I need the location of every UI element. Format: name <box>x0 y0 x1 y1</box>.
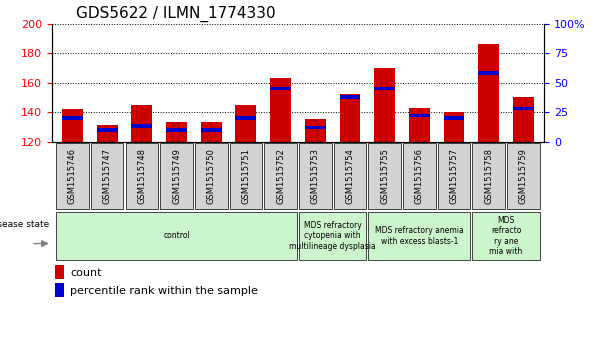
Text: GSM1515751: GSM1515751 <box>241 148 250 204</box>
Text: count: count <box>70 268 102 278</box>
Text: GSM1515758: GSM1515758 <box>484 148 493 204</box>
FancyBboxPatch shape <box>438 143 470 209</box>
FancyBboxPatch shape <box>403 143 435 209</box>
Text: MDS
refracto
ry ane
mia with: MDS refracto ry ane mia with <box>489 216 523 256</box>
Bar <box>62 109 83 142</box>
FancyBboxPatch shape <box>472 212 540 260</box>
FancyBboxPatch shape <box>368 143 401 209</box>
Bar <box>374 68 395 142</box>
Bar <box>166 128 187 132</box>
Bar <box>235 105 257 142</box>
Bar <box>97 128 117 132</box>
Bar <box>478 71 499 75</box>
Bar <box>62 116 83 120</box>
Bar <box>513 107 534 110</box>
FancyBboxPatch shape <box>91 143 123 209</box>
FancyBboxPatch shape <box>264 143 297 209</box>
FancyBboxPatch shape <box>299 212 366 260</box>
Bar <box>513 97 534 142</box>
Bar <box>374 87 395 90</box>
Text: percentile rank within the sample: percentile rank within the sample <box>70 286 258 295</box>
Bar <box>339 94 361 142</box>
Text: disease state: disease state <box>0 220 49 229</box>
Text: GDS5622 / ILMN_1774330: GDS5622 / ILMN_1774330 <box>77 6 276 22</box>
Bar <box>131 105 152 142</box>
Bar <box>55 283 64 297</box>
Bar <box>444 112 465 142</box>
FancyBboxPatch shape <box>56 212 297 260</box>
Bar <box>201 128 222 132</box>
FancyBboxPatch shape <box>125 143 158 209</box>
Bar <box>235 116 257 120</box>
Text: GSM1515752: GSM1515752 <box>276 148 285 204</box>
Text: GSM1515749: GSM1515749 <box>172 148 181 204</box>
Text: GSM1515750: GSM1515750 <box>207 148 216 204</box>
FancyBboxPatch shape <box>161 143 193 209</box>
FancyBboxPatch shape <box>507 143 540 209</box>
Text: MDS refractory anemia
with excess blasts-1: MDS refractory anemia with excess blasts… <box>375 226 464 246</box>
Text: GSM1515747: GSM1515747 <box>103 148 112 204</box>
FancyBboxPatch shape <box>299 143 331 209</box>
Bar <box>409 108 430 142</box>
Text: GSM1515759: GSM1515759 <box>519 148 528 204</box>
Bar <box>409 114 430 118</box>
Text: GSM1515753: GSM1515753 <box>311 148 320 204</box>
Bar <box>478 44 499 142</box>
Bar <box>305 126 326 129</box>
Bar <box>131 125 152 128</box>
Text: GSM1515746: GSM1515746 <box>68 148 77 204</box>
Text: control: control <box>163 232 190 240</box>
Bar <box>305 119 326 142</box>
FancyBboxPatch shape <box>230 143 262 209</box>
Bar <box>270 87 291 90</box>
Text: GSM1515756: GSM1515756 <box>415 148 424 204</box>
Bar <box>201 122 222 142</box>
Bar <box>339 95 361 99</box>
Text: GSM1515757: GSM1515757 <box>449 148 458 204</box>
FancyBboxPatch shape <box>368 212 471 260</box>
FancyBboxPatch shape <box>334 143 366 209</box>
Bar <box>444 116 465 120</box>
Text: GSM1515748: GSM1515748 <box>137 148 147 204</box>
FancyBboxPatch shape <box>472 143 505 209</box>
Bar <box>166 122 187 142</box>
FancyBboxPatch shape <box>56 143 89 209</box>
Bar <box>55 265 64 280</box>
Text: MDS refractory
cytopenia with
multilineage dysplasia: MDS refractory cytopenia with multilinea… <box>289 221 376 251</box>
Text: GSM1515754: GSM1515754 <box>345 148 354 204</box>
Bar <box>270 78 291 142</box>
FancyBboxPatch shape <box>195 143 227 209</box>
Bar <box>97 125 117 142</box>
Text: GSM1515755: GSM1515755 <box>380 148 389 204</box>
